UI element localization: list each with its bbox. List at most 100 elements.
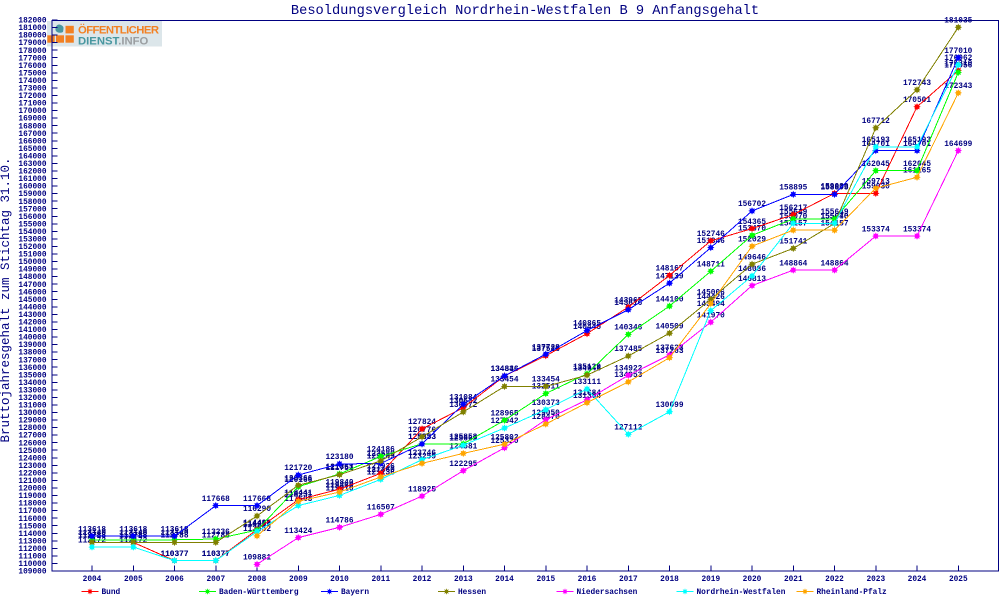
svg-text:109881: 109881: [243, 555, 271, 563]
svg-text:114000: 114000: [18, 531, 46, 539]
svg-text:119000: 119000: [18, 493, 46, 501]
svg-text:118925: 118925: [408, 486, 436, 494]
svg-text:110000: 110000: [18, 561, 46, 569]
svg-text:134836: 134836: [490, 366, 518, 374]
svg-text:Bruttojahresgehalt zum Stichta: Bruttojahresgehalt zum Stichtag 31.10.: [0, 157, 13, 442]
svg-text:2013: 2013: [454, 576, 473, 584]
svg-text:178000: 178000: [18, 48, 46, 56]
svg-text:145006: 145006: [697, 289, 725, 297]
svg-text:156702: 156702: [738, 201, 766, 209]
svg-text:ÖFFENTLICHER: ÖFFENTLICHER: [78, 24, 159, 37]
svg-text:152029: 152029: [738, 236, 766, 244]
svg-text:158895: 158895: [779, 185, 807, 193]
svg-text:148864: 148864: [779, 260, 807, 268]
svg-text:138000: 138000: [18, 350, 46, 358]
svg-text:144000: 144000: [18, 304, 46, 312]
svg-text:143000: 143000: [18, 312, 46, 320]
svg-text:125853: 125853: [449, 434, 477, 442]
svg-text:142000: 142000: [18, 320, 46, 328]
svg-text:172343: 172343: [944, 83, 972, 91]
svg-text:125000: 125000: [18, 448, 46, 456]
svg-text:147000: 147000: [18, 282, 46, 290]
svg-text:117000: 117000: [18, 508, 46, 516]
svg-text:124186: 124186: [367, 447, 395, 455]
svg-text:181035: 181035: [944, 17, 972, 25]
svg-text:152746: 152746: [697, 231, 725, 239]
svg-text:135000: 135000: [18, 372, 46, 380]
svg-text:137528: 137528: [532, 346, 560, 354]
svg-text:167712: 167712: [862, 118, 890, 126]
svg-text:114420: 114420: [243, 520, 271, 528]
svg-text:137485: 137485: [614, 346, 642, 354]
svg-text:145000: 145000: [18, 297, 46, 305]
svg-text:132000: 132000: [18, 395, 46, 403]
svg-text:136000: 136000: [18, 365, 46, 373]
svg-text:148086: 148086: [738, 266, 766, 274]
svg-text:148864: 148864: [820, 260, 848, 268]
svg-text:172000: 172000: [18, 93, 46, 101]
svg-text:113618: 113618: [78, 526, 106, 534]
svg-text:117668: 117668: [243, 496, 271, 504]
svg-text:128000: 128000: [18, 425, 46, 433]
svg-text:153000: 153000: [18, 236, 46, 244]
svg-text:2016: 2016: [578, 576, 597, 584]
svg-text:134922: 134922: [614, 366, 642, 374]
svg-text:165000: 165000: [18, 146, 46, 154]
svg-text:133454: 133454: [532, 377, 560, 385]
svg-text:DIENST.INFO: DIENST.INFO: [78, 36, 149, 48]
svg-text:Besoldungsvergleich Nordrhein-: Besoldungsvergleich Nordrhein-Westfalen …: [291, 4, 759, 19]
svg-text:137623: 137623: [655, 345, 683, 353]
svg-text:158895: 158895: [820, 185, 848, 193]
svg-text:117668: 117668: [202, 496, 230, 504]
svg-text:150000: 150000: [18, 259, 46, 267]
svg-text:124000: 124000: [18, 455, 46, 463]
svg-text:119840: 119840: [325, 479, 353, 487]
svg-text:151000: 151000: [18, 252, 46, 260]
svg-text:158000: 158000: [18, 199, 46, 207]
svg-text:110377: 110377: [202, 551, 230, 559]
svg-text:129000: 129000: [18, 418, 46, 426]
svg-text:125802: 125802: [490, 434, 518, 442]
svg-text:2005: 2005: [124, 576, 143, 584]
svg-text:173000: 173000: [18, 86, 46, 94]
svg-text:154000: 154000: [18, 229, 46, 237]
svg-text:148711: 148711: [697, 261, 725, 269]
svg-text:179000: 179000: [18, 40, 46, 48]
svg-text:131684: 131684: [573, 390, 601, 398]
svg-text:151741: 151741: [779, 239, 807, 247]
svg-text:116000: 116000: [18, 516, 46, 524]
svg-text:113424: 113424: [284, 528, 312, 536]
svg-text:2020: 2020: [743, 576, 762, 584]
svg-text:141970: 141970: [697, 312, 725, 320]
svg-text:110377: 110377: [160, 551, 188, 559]
svg-text:134946: 134946: [573, 365, 601, 373]
svg-text:123746: 123746: [408, 450, 436, 458]
svg-text:127000: 127000: [18, 433, 46, 441]
svg-text:130373: 130373: [532, 400, 560, 408]
svg-text:2010: 2010: [330, 576, 349, 584]
svg-text:114786: 114786: [325, 518, 353, 526]
svg-text:169000: 169000: [18, 116, 46, 124]
svg-text:167000: 167000: [18, 131, 46, 139]
svg-text:123180: 123180: [325, 454, 353, 462]
svg-text:2021: 2021: [784, 576, 803, 584]
svg-text:113236: 113236: [202, 529, 230, 537]
svg-text:154365: 154365: [738, 219, 766, 227]
svg-text:120166: 120166: [284, 477, 312, 485]
svg-text:114233: 114233: [243, 522, 271, 530]
svg-text:116507: 116507: [367, 505, 395, 513]
svg-text:144100: 144100: [655, 296, 683, 304]
svg-text:127112: 127112: [614, 424, 642, 432]
svg-text:164699: 164699: [944, 141, 972, 149]
svg-text:140000: 140000: [18, 335, 46, 343]
svg-text:110377: 110377: [160, 551, 188, 559]
svg-text:Bayern: Bayern: [341, 589, 369, 597]
svg-text:113618: 113618: [160, 526, 188, 534]
svg-text:122295: 122295: [449, 461, 477, 469]
svg-text:120366: 120366: [284, 475, 312, 483]
svg-text:162045: 162045: [903, 161, 931, 169]
svg-text:164000: 164000: [18, 153, 46, 161]
svg-text:133111: 133111: [573, 379, 601, 387]
svg-text:121863: 121863: [325, 464, 353, 472]
svg-text:153374: 153374: [903, 226, 931, 234]
